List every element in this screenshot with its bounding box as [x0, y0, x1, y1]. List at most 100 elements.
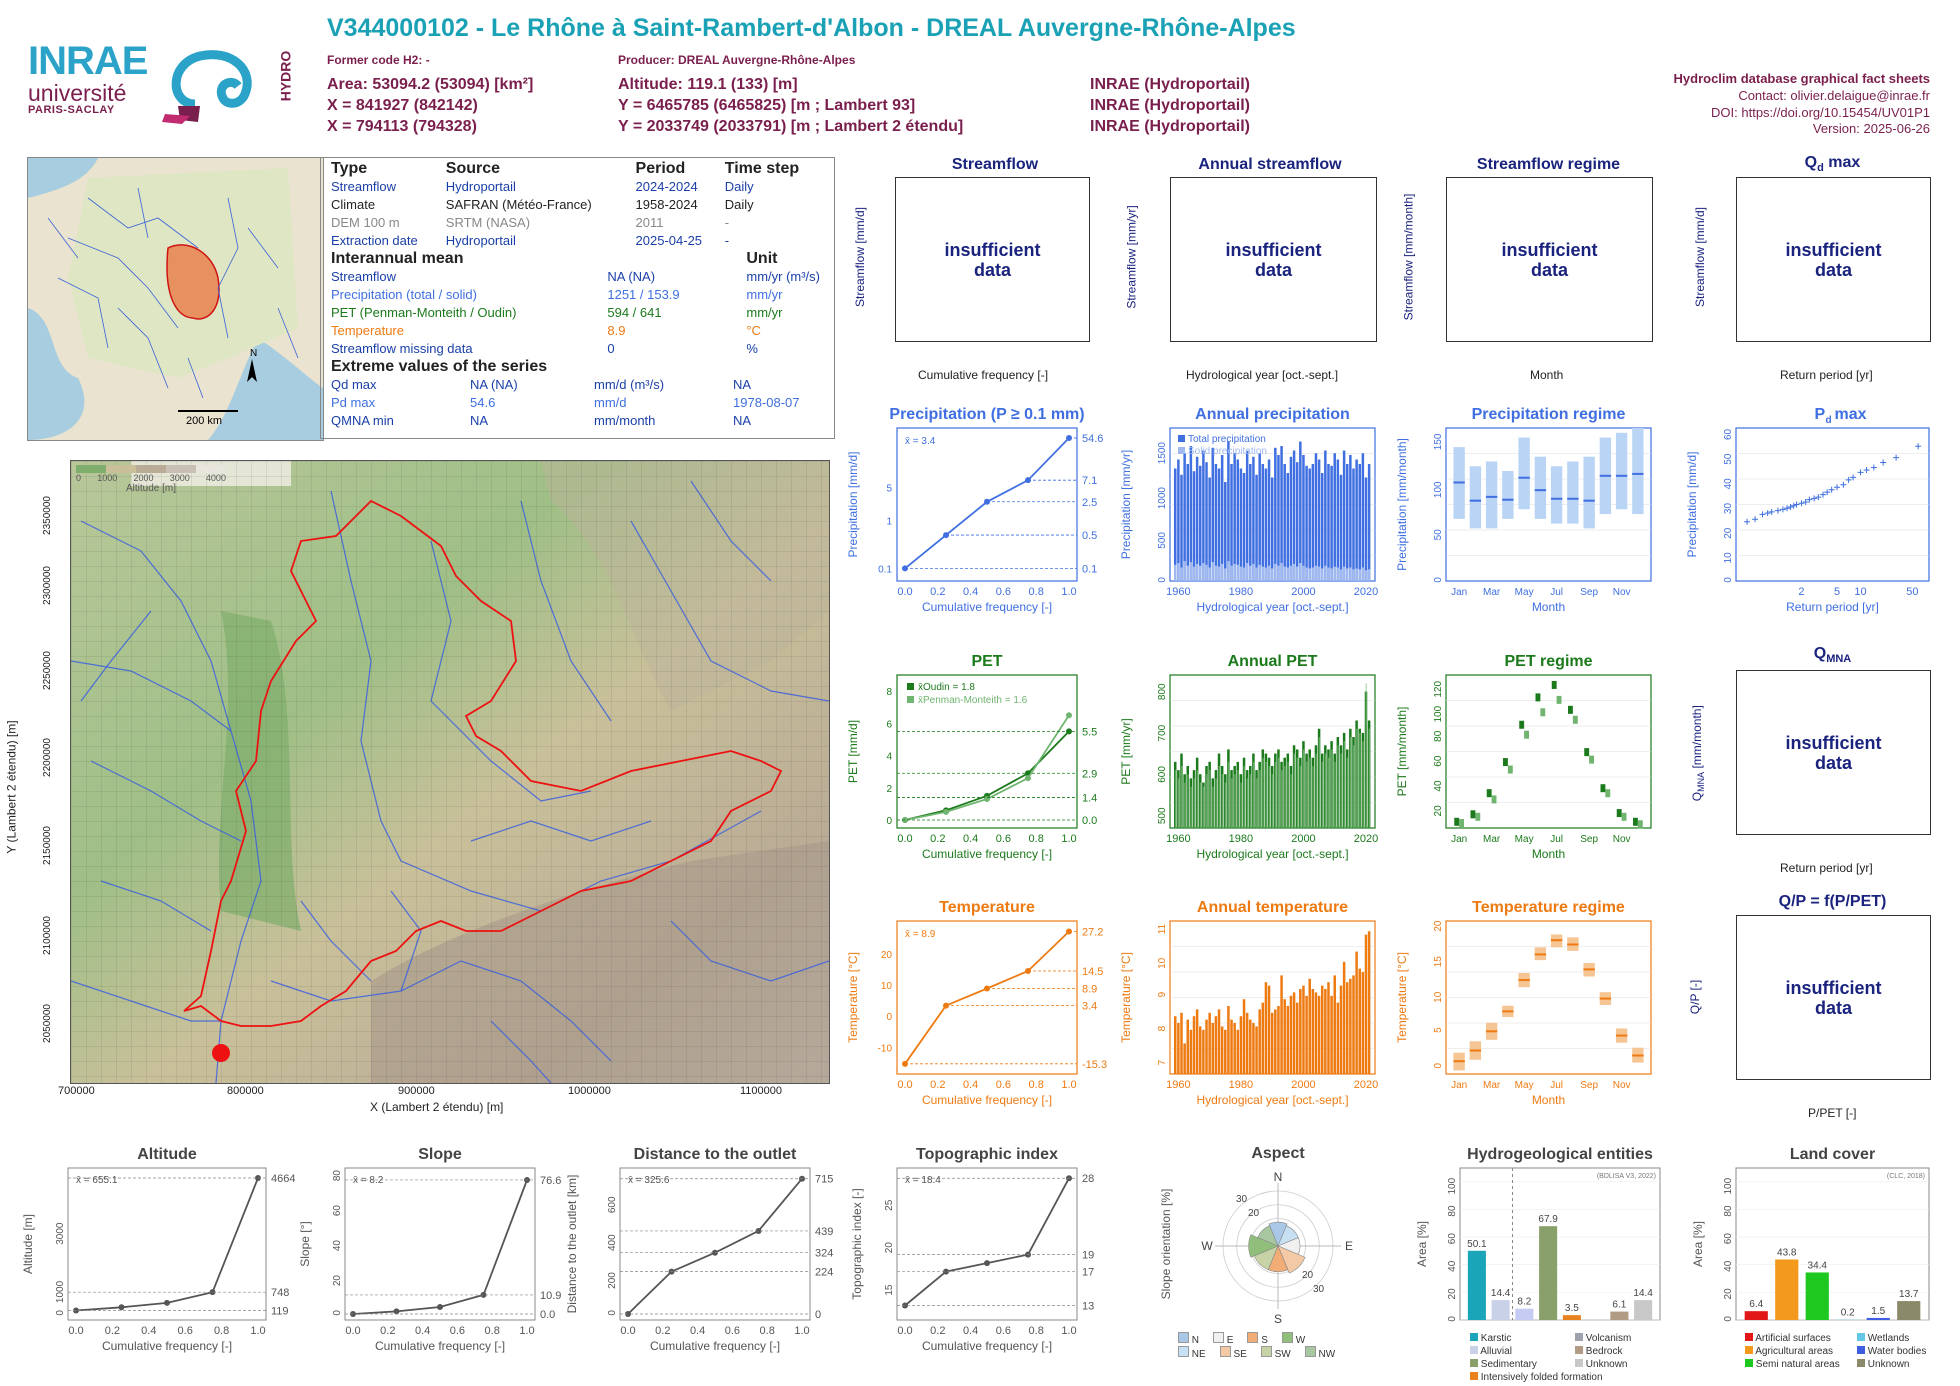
annual-precip-bar	[1283, 464, 1286, 581]
aspect-legend-e: E	[1226, 1335, 1234, 1346]
hydrogeology-ytick: 60	[1447, 1233, 1458, 1245]
annual-precip-bar	[1267, 459, 1271, 581]
annual-precip-bar-solid	[1292, 563, 1296, 581]
land-cover-bar-label: 0.2	[1841, 1308, 1855, 1319]
altitude-point	[164, 1299, 170, 1306]
annual-precip-bar-solid	[1324, 565, 1327, 581]
annual-precip-bar	[1245, 450, 1249, 581]
precip-regime-xtick: Nov	[1613, 587, 1631, 598]
annual-precip-bar-solid	[1239, 566, 1243, 581]
annual-precip-bar-solid	[1274, 563, 1277, 581]
altitude-mean-label: x̄ = 655.1	[76, 1175, 118, 1186]
annual-precip-bar-solid	[1252, 563, 1255, 581]
hydrogeology-bar	[1610, 1311, 1629, 1320]
annual-precip-bar-solid	[1295, 566, 1299, 581]
pet-regime-pm-box	[1524, 730, 1529, 739]
annual-precip-bar-solid	[1330, 568, 1333, 581]
database-title: Hydroclim database graphical fact sheets	[1673, 71, 1930, 86]
annual-pet-bar-pm	[1274, 761, 1277, 828]
annual-pet-xtick: 1980	[1229, 833, 1253, 845]
pd-max-point	[1863, 466, 1870, 473]
temp-regime-ytick: 15	[1433, 956, 1444, 968]
annual-pet-bar-pm	[1312, 765, 1314, 828]
pet-regime-pm-box	[1556, 695, 1562, 704]
altitude-line	[75, 1177, 259, 1312]
annual-temp-bar	[1267, 985, 1271, 1074]
topo-line	[904, 1177, 1070, 1307]
pet-regime-xtick: Sep	[1580, 834, 1598, 845]
altitude-frame	[67, 1167, 267, 1321]
precip-regime-box	[1632, 428, 1644, 515]
annual-temp-xtick: 2020	[1354, 1079, 1378, 1091]
aspect-sector	[1257, 1225, 1279, 1247]
annual-pet-ytick: 500	[1157, 807, 1168, 824]
source-1: INRAE (Hydroportail)	[1090, 76, 1250, 93]
annual-precip-bar	[1289, 456, 1293, 581]
land-cover-ytick: 60	[1723, 1233, 1734, 1245]
pd-max-point	[1857, 469, 1864, 476]
altitude-xtick: 0.0	[68, 1325, 83, 1337]
pet-legend-pm: x̄Penman-Monteith = 1.6	[918, 695, 1028, 706]
pd-max-point	[1744, 518, 1751, 525]
annual-pet-bar-pm	[1368, 728, 1371, 828]
precip-regime-xtick: May	[1515, 587, 1534, 598]
annual-pet-bar-pm	[1346, 757, 1349, 828]
annual-precip-bar-solid	[1336, 567, 1340, 581]
slope-ytick: 60	[332, 1205, 343, 1217]
pet-regime-xtick: Mar	[1483, 834, 1501, 845]
pet-regime-ytick: 20	[1433, 805, 1444, 817]
map-xtick-5: 1100000	[740, 1085, 783, 1097]
annual-pet-bar-pm	[1262, 757, 1264, 828]
pd-max-point	[1784, 505, 1791, 512]
altitude-xtick: 0.2	[105, 1325, 120, 1337]
annual-precip-bar	[1286, 473, 1290, 581]
precip-regime-box	[1550, 466, 1563, 524]
annual-precip-bar	[1261, 464, 1265, 581]
altitude-right-tick: 119	[271, 1306, 289, 1318]
annual-precip-bar-solid	[1317, 566, 1321, 581]
pet-legend-oudin: x̄Oudin = 1.8	[918, 682, 975, 693]
pet-cdf-right-tick: 1.4	[1082, 792, 1097, 804]
annual-temp-bar	[1358, 968, 1361, 1074]
pd-max-point	[1850, 474, 1857, 481]
annual-pet-ytick: 700	[1157, 724, 1168, 741]
annual-precip-bar-solid	[1236, 564, 1240, 581]
hydrogeology-note: (BDLISA V3, 2022)	[1597, 1173, 1656, 1180]
precip-cdf-xlabel: Cumulative frequency [-]	[922, 600, 1052, 614]
annual-precip-bar	[1264, 468, 1268, 581]
land-cover-ylabel: Area [%]	[1691, 1221, 1705, 1267]
pd-max-point	[1759, 511, 1766, 518]
annual-temp-bar	[1242, 999, 1246, 1074]
slope-ytick: 0	[332, 1310, 343, 1316]
aspect-sector	[1277, 1245, 1306, 1274]
annual-precip-bar	[1255, 474, 1258, 581]
annual-precip-bar	[1311, 464, 1315, 581]
annual-pet-bar-pm	[1331, 749, 1333, 828]
annual-pet-bar-pm	[1181, 765, 1183, 828]
pd-max-point	[1787, 503, 1794, 510]
annual-precip-legend-swatch	[1178, 435, 1185, 442]
slope-ytick: 20	[332, 1275, 343, 1287]
temp-regime-ytick: 10	[1433, 991, 1444, 1003]
aspect-compass-e: E	[1345, 1239, 1353, 1253]
aspect-title: Aspect	[1251, 1145, 1305, 1162]
annual-temp-ylabel: Temperature [°C]	[1119, 952, 1133, 1043]
annual-pet-bar-pm	[1306, 761, 1308, 828]
annual-temp-bar	[1327, 982, 1330, 1074]
temp-cdf-title: Temperature	[939, 899, 1035, 916]
distance-right-tick: 715	[815, 1174, 833, 1186]
aspect-compass-w: W	[1201, 1239, 1213, 1253]
pet-cdf-xtick: 0.4	[963, 833, 978, 845]
map-xtick-3: 900000	[398, 1085, 435, 1097]
pd-max-xtick: 5	[1834, 586, 1840, 598]
topo-point	[984, 1260, 990, 1267]
pet-regime-pm-box	[1459, 819, 1464, 828]
annual-pet-xtick: 1960	[1166, 833, 1190, 845]
annual-precip-bar	[1227, 441, 1230, 581]
annual-temp-bar	[1217, 1009, 1221, 1074]
hydrogeology-bar	[1467, 1250, 1486, 1320]
annual-precip-bar	[1314, 453, 1318, 581]
annual-temp-bar	[1324, 989, 1327, 1074]
annual-temp-bar	[1286, 1006, 1290, 1074]
annual-pet-bar-pm	[1353, 745, 1355, 828]
